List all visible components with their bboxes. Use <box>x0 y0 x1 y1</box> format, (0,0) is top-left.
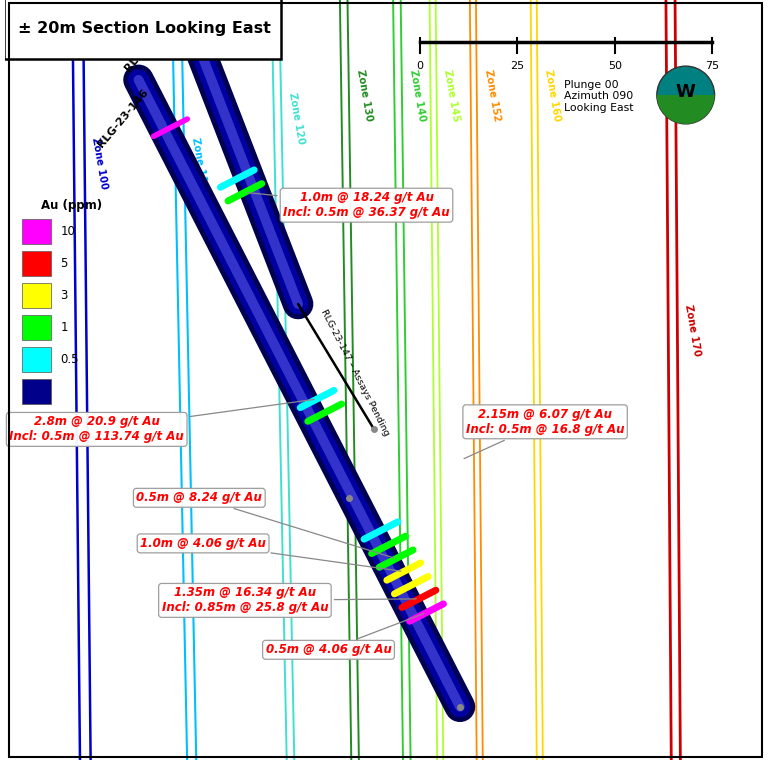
Text: Zone 152: Zone 152 <box>483 68 502 122</box>
Text: Zone 120: Zone 120 <box>287 91 306 144</box>
Text: RLG-23-146: RLG-23-146 <box>96 87 150 149</box>
Text: 1.0m @ 4.06 g/t Au: 1.0m @ 4.06 g/t Au <box>140 537 401 571</box>
Text: ± 20m Section Looking East: ± 20m Section Looking East <box>19 21 271 36</box>
Text: RLG-23-147 – Assays Pending: RLG-23-147 – Assays Pending <box>319 308 391 437</box>
Text: 0.5m @ 4.06 g/t Au: 0.5m @ 4.06 g/t Au <box>265 613 424 657</box>
Wedge shape <box>657 95 715 124</box>
Text: 1.35m @ 16.34 g/t Au
Incl: 0.85m @ 25.8 g/t Au: 1.35m @ 16.34 g/t Au Incl: 0.85m @ 25.8 … <box>162 587 416 614</box>
Text: 1: 1 <box>60 321 68 334</box>
Text: Zone 145: Zone 145 <box>443 68 461 122</box>
FancyBboxPatch shape <box>4 0 281 59</box>
FancyBboxPatch shape <box>22 315 51 340</box>
Text: Zone 130: Zone 130 <box>355 68 373 122</box>
Text: Zone 110: Zone 110 <box>190 137 209 190</box>
FancyBboxPatch shape <box>22 347 51 372</box>
Text: 0.5m @ 8.24 g/t Au: 0.5m @ 8.24 g/t Au <box>136 491 393 558</box>
Text: 50: 50 <box>608 61 621 71</box>
Text: Zone 140: Zone 140 <box>408 68 426 122</box>
Text: 5: 5 <box>60 257 68 271</box>
Text: 0: 0 <box>416 61 423 71</box>
Text: 1.0m @ 18.24 g/t Au
Incl: 0.5m @ 36.37 g/t Au: 1.0m @ 18.24 g/t Au Incl: 0.5m @ 36.37 g… <box>247 192 449 219</box>
Text: 3: 3 <box>60 289 68 302</box>
Text: 2.15m @ 6.07 g/t Au
Incl: 0.5m @ 16.8 g/t Au: 2.15m @ 6.07 g/t Au Incl: 0.5m @ 16.8 g/… <box>464 408 625 458</box>
FancyBboxPatch shape <box>22 283 51 309</box>
Text: 75: 75 <box>705 61 719 71</box>
Text: RLG-23-147: RLG-23-147 <box>123 11 177 73</box>
Text: W: W <box>675 83 695 101</box>
FancyBboxPatch shape <box>22 251 51 277</box>
Text: Plunge 00
Azimuth 090
Looking East: Plunge 00 Azimuth 090 Looking East <box>564 80 634 113</box>
Text: Zone 160: Zone 160 <box>544 68 562 122</box>
Text: 10: 10 <box>60 225 75 239</box>
FancyBboxPatch shape <box>22 379 51 404</box>
Text: 0.5: 0.5 <box>60 353 79 366</box>
Text: Zone 100: Zone 100 <box>90 137 109 190</box>
Text: 2.8m @ 20.9 g/t Au
Incl: 0.5m @ 113.74 g/t Au: 2.8m @ 20.9 g/t Au Incl: 0.5m @ 113.74 g… <box>9 399 315 443</box>
Circle shape <box>657 66 715 124</box>
Text: Au (ppm): Au (ppm) <box>41 199 103 212</box>
FancyBboxPatch shape <box>22 219 51 245</box>
Text: Zone 170: Zone 170 <box>683 304 702 357</box>
Text: 25: 25 <box>510 61 524 71</box>
